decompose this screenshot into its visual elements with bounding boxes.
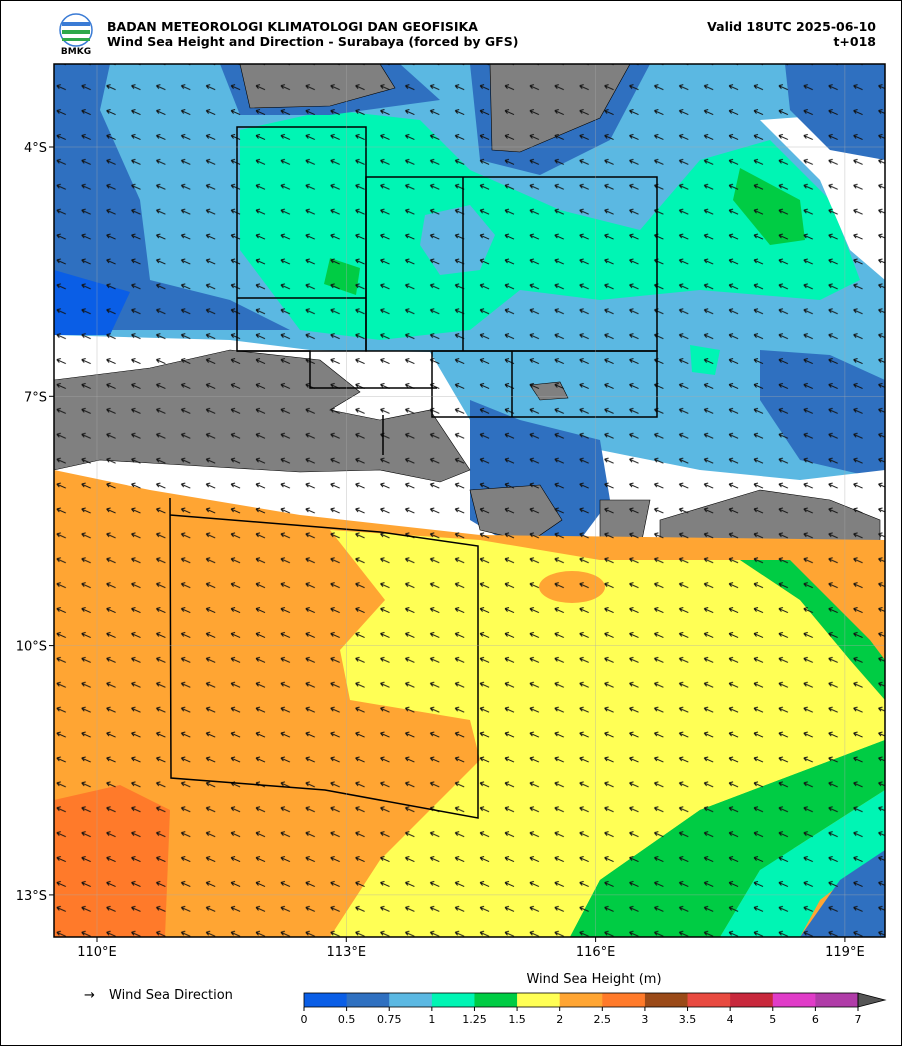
colorbar-tick-label: 0 <box>301 1013 308 1026</box>
colorbar-segment <box>346 993 390 1007</box>
lat-tick-label: 7°S <box>24 390 47 405</box>
colorbar-tick-label: 2.5 <box>594 1013 612 1026</box>
title: Wind Sea Height and Direction - Surabaya… <box>107 34 518 49</box>
colorbar-segment <box>431 993 475 1007</box>
colorbar-tick-label: 0.75 <box>377 1013 402 1026</box>
logo: BMKG <box>59 13 93 57</box>
legend-label: Wind Sea Direction <box>109 988 233 1003</box>
colorbar-segment <box>644 993 689 1007</box>
lat-tick-label: 10°S <box>16 640 47 655</box>
colorbar-segment <box>602 993 646 1007</box>
lon-tick-label: 119°E <box>825 945 865 960</box>
lon-tick-label: 113°E <box>327 945 367 960</box>
colorbar-segment <box>730 993 774 1007</box>
lon-tick-label: 110°E <box>77 945 117 960</box>
colorbar-title: Wind Sea Height (m) <box>526 972 661 987</box>
colorbar-tick-label: 2 <box>556 1013 563 1026</box>
colorbar-tick-label: 3 <box>641 1013 648 1026</box>
colorbar-segment <box>389 993 433 1007</box>
lon-tick-label: 116°E <box>576 945 616 960</box>
colorbar-segment <box>474 993 518 1007</box>
colorbar-segment <box>772 993 816 1007</box>
colorbar-segment <box>815 993 859 1007</box>
legend-arrow: → <box>84 988 95 1003</box>
logo-text: BMKG <box>61 47 91 57</box>
colorbar-segment <box>517 993 561 1007</box>
valid-time: Valid 18UTC 2025-06-10 <box>707 19 876 34</box>
graticule: 110°E 113°E 116°E 119°E 4°S 7°S 10°S 13°S <box>16 64 885 960</box>
colorbar-tick-label: 5 <box>769 1013 776 1026</box>
lat-tick-label: 4°S <box>24 141 47 156</box>
colorbar-tick-label: 4 <box>727 1013 734 1026</box>
colorbar-tick-label: 7 <box>855 1013 862 1026</box>
map-border <box>53 63 886 938</box>
colorbar-tick-label: 0.5 <box>338 1013 356 1026</box>
colorbar-tick-label: 1.5 <box>508 1013 526 1026</box>
colorbar-segment <box>559 993 603 1007</box>
colorbar-segment <box>687 993 731 1007</box>
lead-time: t+018 <box>833 34 876 49</box>
colorbar-tick-label: 1 <box>428 1013 435 1026</box>
colorbar: 0 0.5 0.75 1 1.25 1.5 2 2.5 3 3.5 4 5 6 7 <box>301 992 887 1026</box>
colorbar-segment <box>304 993 348 1007</box>
colorbar-tick-label: 6 <box>812 1013 819 1026</box>
agency: BADAN METEOROLOGI KLIMATOLOGI DAN GEOFIS… <box>107 19 478 34</box>
lat-tick-label: 13°S <box>16 889 47 904</box>
map <box>54 64 885 937</box>
colorbar-border <box>303 992 859 1008</box>
colorbar-tick-label: 3.5 <box>679 1013 697 1026</box>
colorbar-tick-label: 1.25 <box>462 1013 487 1026</box>
